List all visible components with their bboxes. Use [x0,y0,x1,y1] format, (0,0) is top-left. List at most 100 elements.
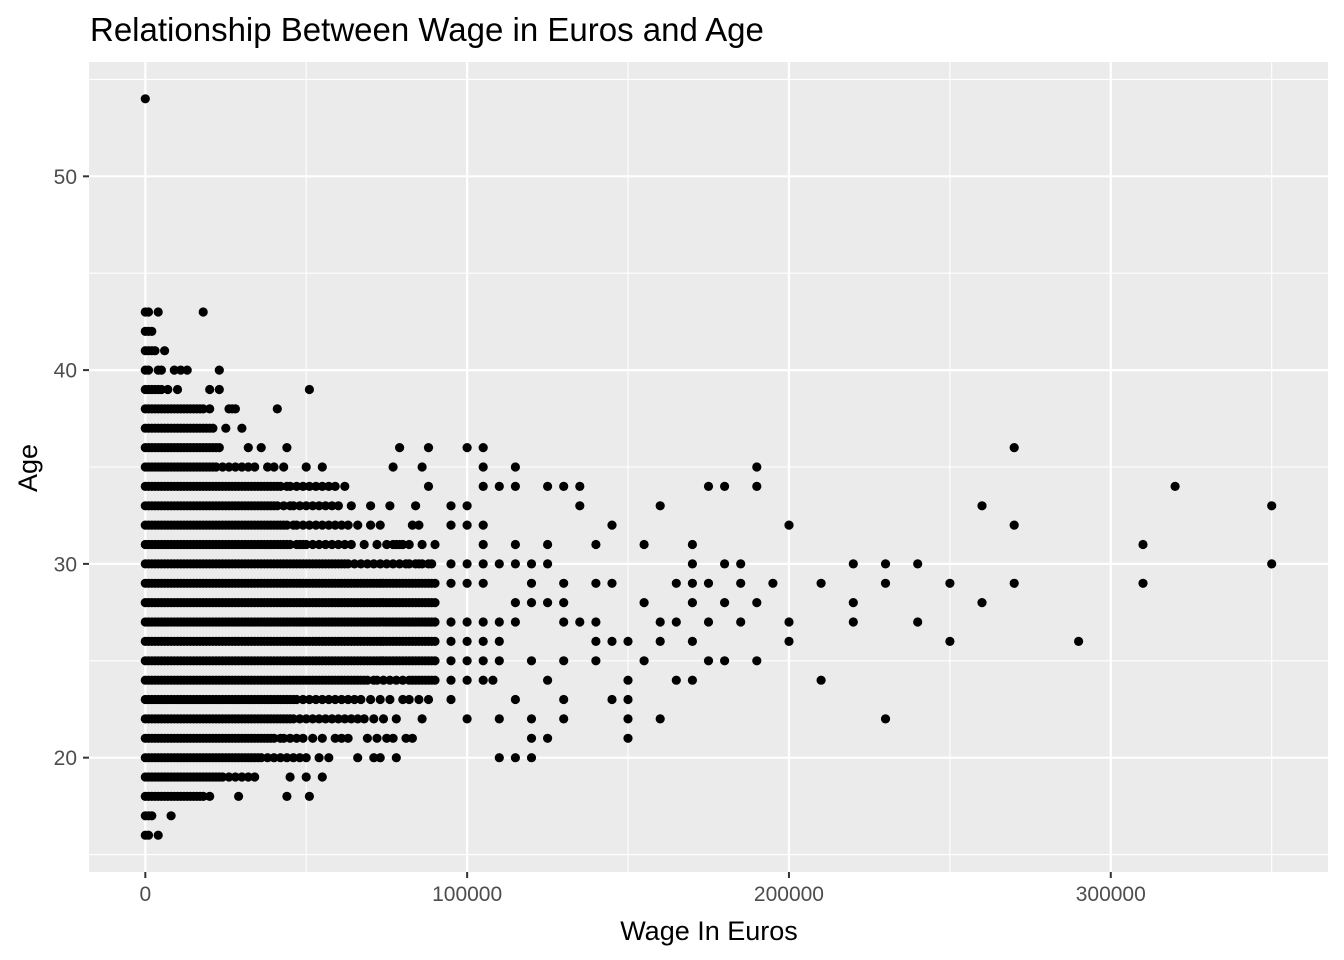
data-point [327,714,337,724]
data-point [720,559,730,569]
data-point [172,384,183,395]
data-point [703,481,714,491]
x-axis-title: Wage In Euros [620,916,798,946]
data-point [320,501,331,511]
data-point [430,617,440,627]
data-point [407,520,417,530]
data-point [292,520,302,530]
data-point [314,501,324,511]
data-point [559,598,569,608]
data-point [324,481,334,491]
data-point [317,733,327,743]
data-point [391,714,401,724]
data-point [317,694,327,705]
data-point [292,481,302,491]
data-point [687,598,698,608]
data-point [288,501,298,511]
data-point [510,694,520,705]
data-point [494,753,504,763]
data-point [591,539,601,550]
data-point [156,384,166,395]
data-point [423,694,434,705]
data-point [349,694,360,705]
data-point [382,559,392,569]
data-point [372,539,382,550]
data-point [494,656,504,666]
data-point [526,753,537,763]
data-point [346,539,356,550]
data-point [340,714,350,724]
data-point [736,578,746,588]
data-point [687,539,698,550]
data-point [913,559,923,569]
data-point [340,539,350,550]
data-point [237,462,247,472]
data-point [417,714,427,724]
data-point [369,714,379,724]
data-point [478,539,488,550]
data-point [330,694,340,705]
data-point [687,675,698,685]
data-point [224,772,234,782]
data-point [375,520,385,530]
data-point [308,539,318,550]
data-point [333,501,343,511]
data-point [288,753,298,763]
data-point [848,617,858,627]
data-point [607,578,617,588]
data-point [279,501,289,511]
data-point [1170,481,1180,491]
data-point [375,753,385,763]
data-point [655,501,665,511]
data-point [324,520,334,530]
data-point [388,559,398,569]
data-point [269,753,279,763]
data-point [478,656,488,666]
data-point [237,423,247,433]
data-point [462,578,472,588]
data-point [977,598,987,608]
data-point [494,636,504,647]
data-point [282,791,292,802]
data-point [575,481,585,491]
data-point [430,675,440,685]
data-point [478,520,488,530]
y-tick-label: 30 [54,553,77,576]
data-point [324,753,334,763]
data-point [398,694,408,705]
data-point [356,559,366,569]
data-point [292,733,302,743]
data-point [543,733,553,743]
data-point [153,830,163,840]
y-axis-title: Age [13,444,43,492]
data-point [423,481,434,491]
data-point [385,501,395,511]
data-point [543,539,553,550]
data-point [478,443,488,453]
data-point [198,791,208,802]
data-point [214,384,224,395]
data-point [623,694,633,705]
data-point [333,539,343,550]
x-tick-label: 100000 [432,883,502,906]
data-point [478,578,488,588]
data-point [671,675,681,685]
data-point [304,481,314,491]
data-point [272,501,282,511]
data-point [176,365,186,375]
data-point [446,578,456,588]
data-point [671,617,681,627]
data-point [510,559,520,569]
data-point [478,617,488,627]
data-point [205,791,215,802]
data-point [346,501,356,511]
data-point [285,539,295,550]
data-point [543,675,553,685]
data-point [784,636,794,647]
data-point [880,578,891,588]
data-point [279,733,289,743]
data-point [1138,539,1148,550]
data-point [848,559,858,569]
data-point [417,559,427,569]
data-point [526,578,537,588]
